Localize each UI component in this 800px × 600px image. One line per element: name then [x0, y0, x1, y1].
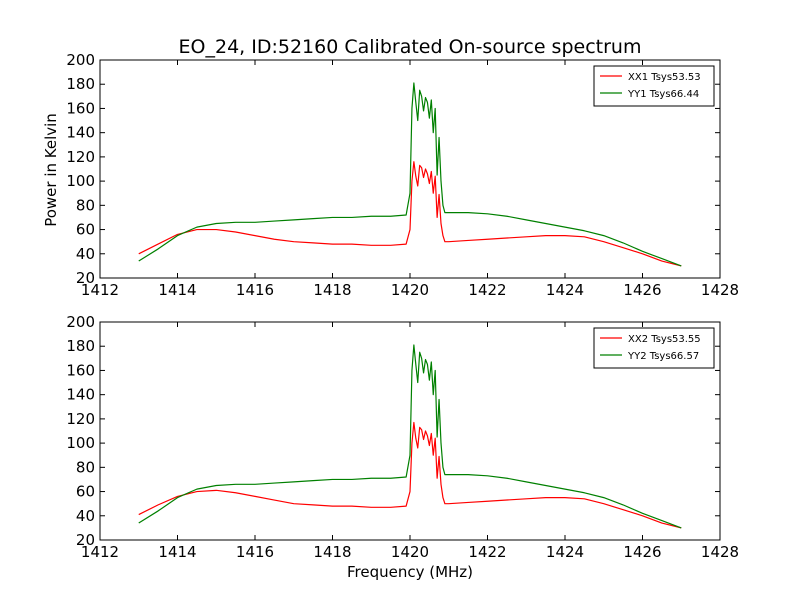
x-tick-label: 1414	[158, 281, 196, 299]
y-tick-label: 140	[66, 386, 95, 404]
x-tick-label: 1414	[158, 543, 196, 561]
top-panel: 1412 1414 1416 1418 1420 1422 1424 1426 1428 20 40…	[66, 51, 739, 299]
x-tick-label: 1420	[391, 281, 429, 299]
x-tick-label: 1422	[468, 281, 506, 299]
y-tick-label: 200	[66, 313, 95, 331]
legend: XX1 Tsys53.53 YY1 Tsys66.44	[593, 65, 715, 107]
y-tick-label: 20	[76, 531, 95, 549]
x-tick-label: 1418	[313, 281, 351, 299]
x-tick-label: 1412	[81, 281, 119, 299]
x-tick-label: 1416	[236, 543, 274, 561]
y-tick-label: 160	[66, 99, 95, 117]
y-tick-label: 140	[66, 124, 95, 142]
y-tick-label: 200	[66, 51, 95, 69]
x-tick-label: 1416	[236, 281, 274, 299]
series-line-xx	[138, 161, 682, 267]
y-tick-label: 20	[76, 269, 95, 287]
series-line-yy	[138, 344, 682, 529]
x-tick-label: 1424	[546, 281, 584, 299]
y-tick-label: 60	[76, 483, 95, 501]
y-tick-label: 160	[66, 361, 95, 379]
series-line-yy	[138, 82, 682, 267]
x-tick-label: 1418	[313, 543, 351, 561]
x-tick-label: 1420	[391, 543, 429, 561]
x-axis-label: Frequency (MHz)	[347, 563, 473, 581]
y-tick-label: 100	[66, 172, 95, 190]
y-tick-label: 180	[66, 337, 95, 355]
x-tick-label: 1426	[623, 543, 661, 561]
x-tick-label: 1412	[81, 543, 119, 561]
y-tick-label: 40	[76, 507, 95, 525]
chart-title: EO_24, ID:52160 Calibrated On-source spe…	[179, 36, 642, 58]
y-tick-label: 120	[66, 410, 95, 428]
series-group	[138, 344, 682, 529]
series-group	[138, 82, 682, 267]
legend: XX2 Tsys53.55 YY2 Tsys66.57	[593, 327, 715, 369]
y-tick-label: 80	[76, 458, 95, 476]
x-tick-label: 1424	[546, 543, 584, 561]
y-tick-label: 40	[76, 245, 95, 263]
legend-entry-label: YY2 Tsys66.57	[627, 351, 699, 362]
y-axis-label: Power in Kelvin	[42, 113, 60, 227]
legend-box	[593, 327, 715, 369]
y-tick-label: 120	[66, 148, 95, 166]
bottom-panel: 1412 1414 1416 1418 1420 1422 1424 1426 1428 20 40…	[66, 313, 739, 561]
y-tick-label: 60	[76, 221, 95, 239]
series-line-xx	[138, 421, 682, 529]
x-tick-label: 1428	[701, 281, 739, 299]
y-tick-label: 80	[76, 196, 95, 214]
x-tick-label: 1426	[623, 281, 661, 299]
legend-entry-label: YY1 Tsys66.44	[627, 89, 699, 100]
legend-entry-label: XX1 Tsys53.53	[628, 72, 701, 83]
y-tick-label: 100	[66, 434, 95, 452]
legend-entry-label: XX2 Tsys53.55	[628, 334, 701, 345]
x-tick-label: 1428	[701, 543, 739, 561]
y-tick-label: 180	[66, 75, 95, 93]
legend-box	[593, 65, 715, 107]
x-tick-label: 1422	[468, 543, 506, 561]
